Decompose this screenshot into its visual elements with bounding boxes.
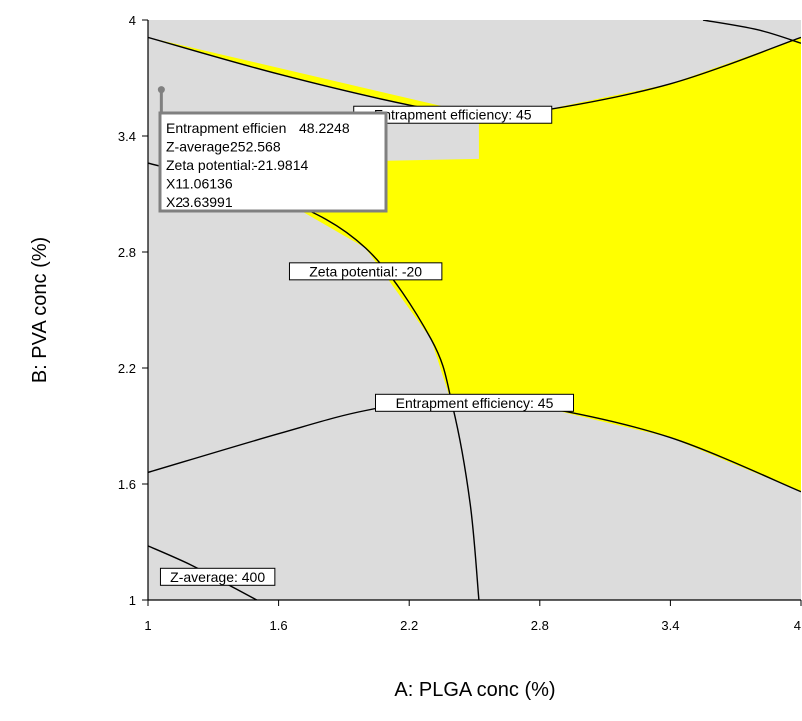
flag-box bbox=[158, 111, 388, 213]
x-tick-label: 3.4 bbox=[661, 618, 679, 633]
y-axis-label: B: PVA conc (%) bbox=[29, 237, 51, 383]
flag-row-value: 1.06136 bbox=[182, 176, 233, 192]
contour-label: Entrapment efficiency: 45 bbox=[396, 395, 554, 411]
flag-row-label: Z-average: bbox=[166, 139, 234, 155]
y-tick-label: 1.6 bbox=[118, 477, 136, 492]
flag-row-label: Zeta potential: bbox=[166, 157, 255, 173]
flag-row-value: 48.2248 bbox=[299, 120, 350, 136]
y-tick-label: 1 bbox=[129, 593, 136, 608]
contour-label: Z-average: 400 bbox=[170, 569, 265, 585]
flag-row-label: Entrapment efficien bbox=[166, 120, 286, 136]
x-axis-label: A: PLGA conc (%) bbox=[394, 679, 555, 701]
design-space-region bbox=[148, 37, 801, 492]
x-tick-label: 2.2 bbox=[400, 618, 418, 633]
flag-row-value: 3.63991 bbox=[182, 194, 233, 210]
flag-row-value: -21.9814 bbox=[253, 157, 308, 173]
contour-label-box bbox=[159, 567, 276, 586]
x-tick-label: 1.6 bbox=[270, 618, 288, 633]
y-tick-label: 2.2 bbox=[118, 361, 136, 376]
flag-row-value: 252.568 bbox=[230, 139, 281, 155]
contour-label: Zeta potential: -20 bbox=[309, 263, 422, 279]
x-tick-label: 2.8 bbox=[531, 618, 549, 633]
contour-label: Entrapment efficiency: 45 bbox=[374, 107, 532, 123]
y-tick-label: 2.8 bbox=[118, 245, 136, 260]
contour-label-box bbox=[288, 262, 443, 281]
y-tick-label: 3.4 bbox=[118, 129, 136, 144]
flag-row-label: X1 bbox=[166, 176, 183, 192]
contour-label-box bbox=[375, 393, 574, 412]
y-tick-label: 4 bbox=[129, 13, 136, 28]
x-tick-label: 1 bbox=[144, 618, 151, 633]
flag-row-label: X2 bbox=[166, 194, 183, 210]
contour-line-5 bbox=[702, 20, 801, 44]
x-tick-label: 4 bbox=[794, 618, 801, 633]
